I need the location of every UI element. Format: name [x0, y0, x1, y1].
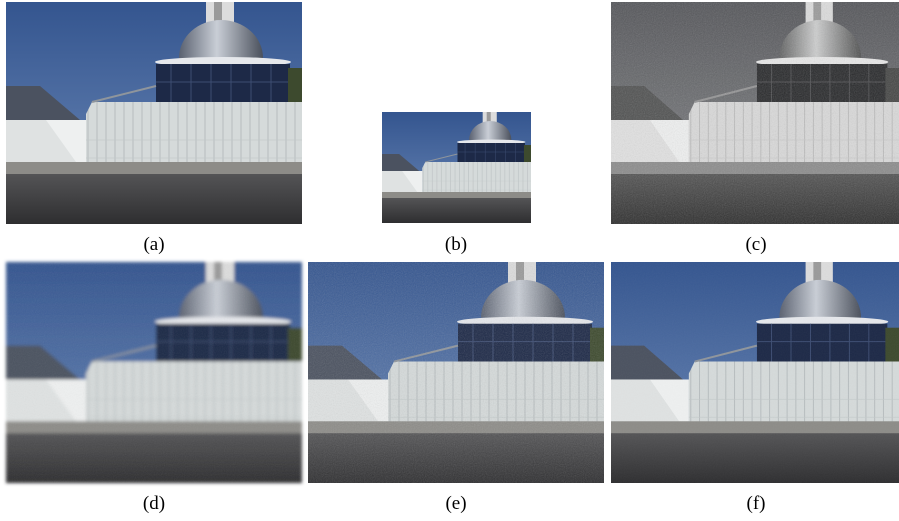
image-panel — [611, 262, 899, 483]
image-panel — [611, 2, 899, 224]
image-panel — [6, 262, 302, 483]
page: (a) (b) (c) (d) (e) (f) (() => { const d… — [0, 0, 899, 521]
figure: (a) (b) (c) (d) (e) (f) — [0, 0, 899, 521]
caption: (a) — [143, 234, 164, 255]
caption: (f) — [747, 493, 766, 514]
image-panel — [382, 112, 531, 223]
image-panel — [308, 262, 604, 483]
caption: (d) — [143, 493, 165, 514]
caption: (b) — [445, 234, 467, 255]
caption: (c) — [745, 234, 766, 255]
image-panel — [6, 2, 302, 224]
caption: (e) — [445, 493, 466, 514]
